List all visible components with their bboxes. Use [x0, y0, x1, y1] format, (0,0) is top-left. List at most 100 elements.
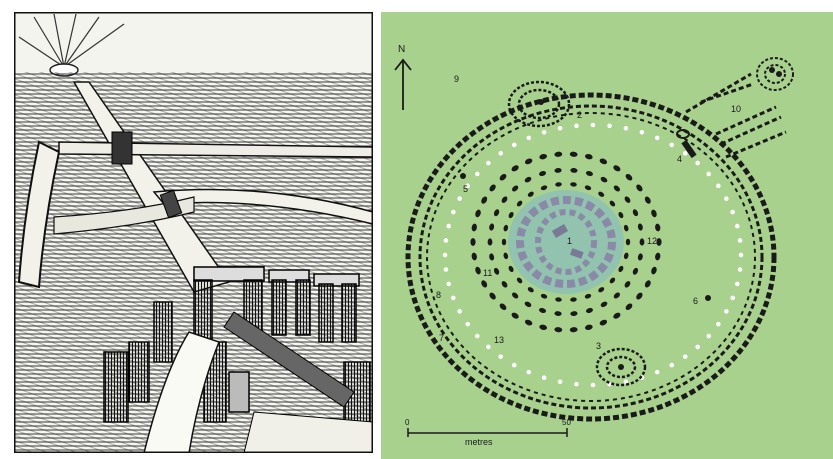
scale-start: 0: [405, 418, 410, 427]
ring-inner-dot: [598, 287, 605, 293]
ring-mid-dot: [554, 167, 562, 173]
aubrey-dot: [682, 151, 688, 156]
ring-outer-dot: [651, 209, 657, 218]
stonehenge-engraving: [14, 12, 373, 453]
ring-outer-dot: [636, 292, 643, 300]
scale-unit: metres: [465, 437, 493, 447]
aubrey-dot: [446, 223, 452, 229]
aubrey-dot: [695, 160, 700, 166]
ring-inner-dot: [625, 238, 631, 246]
feature-label: 11: [483, 268, 492, 278]
ring-inner-dot: [508, 211, 514, 219]
ring-mid-dot: [639, 238, 645, 246]
ring-outer-dot: [613, 165, 621, 172]
aubrey-dot: [737, 267, 743, 272]
ring-outer-dot: [554, 151, 563, 157]
aubrey-dot: [486, 344, 491, 350]
station-stone-6: [705, 295, 711, 301]
z-holes-ring: [501, 182, 631, 302]
ring-mid-dot: [637, 253, 643, 261]
ring-mid-dot: [600, 301, 608, 308]
feature-label: 10: [731, 104, 741, 114]
scale-bar: [407, 428, 568, 437]
sarsen-circle: [470, 151, 662, 333]
aubrey-dot: [451, 295, 456, 301]
ring-mid-dot: [613, 185, 620, 192]
barrow-ne: [756, 57, 794, 91]
ring-outer-dot: [636, 184, 643, 192]
cross-road: [58, 141, 373, 158]
aubrey-dot: [716, 183, 721, 189]
feature-label: 7: [439, 333, 444, 343]
ring-inner-dot: [540, 185, 548, 191]
ring-mid-dot: [632, 267, 639, 275]
heel-stone-marker: [681, 139, 697, 159]
aubrey-dot: [654, 369, 660, 375]
aubrey-dot: [526, 135, 532, 141]
aubrey-dot: [443, 238, 449, 243]
ring-mid-dot: [539, 307, 547, 314]
ring-outer-dot: [524, 158, 533, 165]
aubrey-dot: [557, 379, 563, 385]
ring-inner-dot: [540, 293, 548, 299]
aubrey-holes: [442, 122, 744, 388]
aubrey-dot: [639, 129, 645, 135]
y-holes-ring: [487, 167, 645, 317]
ring-outer-dot: [489, 292, 496, 300]
road-left: [17, 140, 61, 289]
ring-outer-dot: [475, 209, 481, 218]
aubrey-dot: [737, 238, 743, 243]
aubrey-dot: [669, 362, 675, 368]
ring-inner-dot: [527, 191, 534, 197]
ring-outer-dot: [584, 153, 593, 160]
aubrey-dot: [730, 295, 735, 301]
ring-mid-dot: [585, 307, 593, 314]
aubrey-dot: [465, 321, 470, 327]
ring-mid-dot: [600, 176, 608, 183]
feature-label: 8: [436, 290, 441, 300]
barrow-south: [595, 347, 647, 387]
ring-outer-dot: [554, 327, 563, 333]
aubrey-dot: [557, 125, 563, 131]
stone-circle: [103, 266, 371, 433]
aubrey-dot: [574, 123, 579, 129]
aubrey-dot: [706, 171, 712, 177]
ring-inner-dot: [570, 297, 577, 302]
aubrey-dot: [442, 252, 448, 258]
ring-mid-dot: [512, 185, 519, 192]
aubrey-dot: [498, 151, 504, 156]
ring-inner-dot: [618, 211, 624, 219]
aubrey-dot: [474, 333, 480, 339]
ring-outer-dot: [655, 252, 661, 261]
road-right: [152, 188, 373, 225]
aubrey-dot: [474, 171, 480, 177]
ring-inner-dot: [555, 182, 562, 187]
aubrey-dot: [446, 281, 452, 287]
barrow-north: [507, 80, 571, 128]
ring-mid-dot: [632, 209, 639, 217]
ring-inner-dot: [584, 293, 592, 299]
north-arrow-icon: [394, 58, 412, 110]
aubrey-dot: [511, 142, 517, 148]
ring-mid-dot: [624, 281, 631, 288]
aubrey-dot: [730, 209, 735, 215]
ring-inner-dot: [503, 224, 509, 232]
ring-mid-dot: [501, 196, 508, 203]
ring-inner-dot: [623, 252, 629, 260]
ring-outer-dot: [489, 184, 496, 192]
ring-outer-dot: [644, 196, 651, 204]
central-stones: [508, 190, 624, 294]
ring-mid-dot: [512, 292, 519, 299]
station-stone-5: [460, 173, 466, 179]
ring-outer-dot: [655, 223, 661, 232]
field-edge: [53, 196, 195, 235]
ring-mid-dot: [493, 267, 500, 275]
ring-mid-dot: [554, 311, 562, 317]
aubrey-dot: [716, 321, 721, 327]
aubrey-dot: [541, 129, 547, 135]
ring-inner-dot: [516, 200, 523, 207]
aubrey-dot: [526, 369, 532, 375]
ring-inner-dot: [501, 238, 507, 246]
ring-mid-dot: [493, 209, 500, 217]
aubrey-dot: [590, 382, 596, 388]
